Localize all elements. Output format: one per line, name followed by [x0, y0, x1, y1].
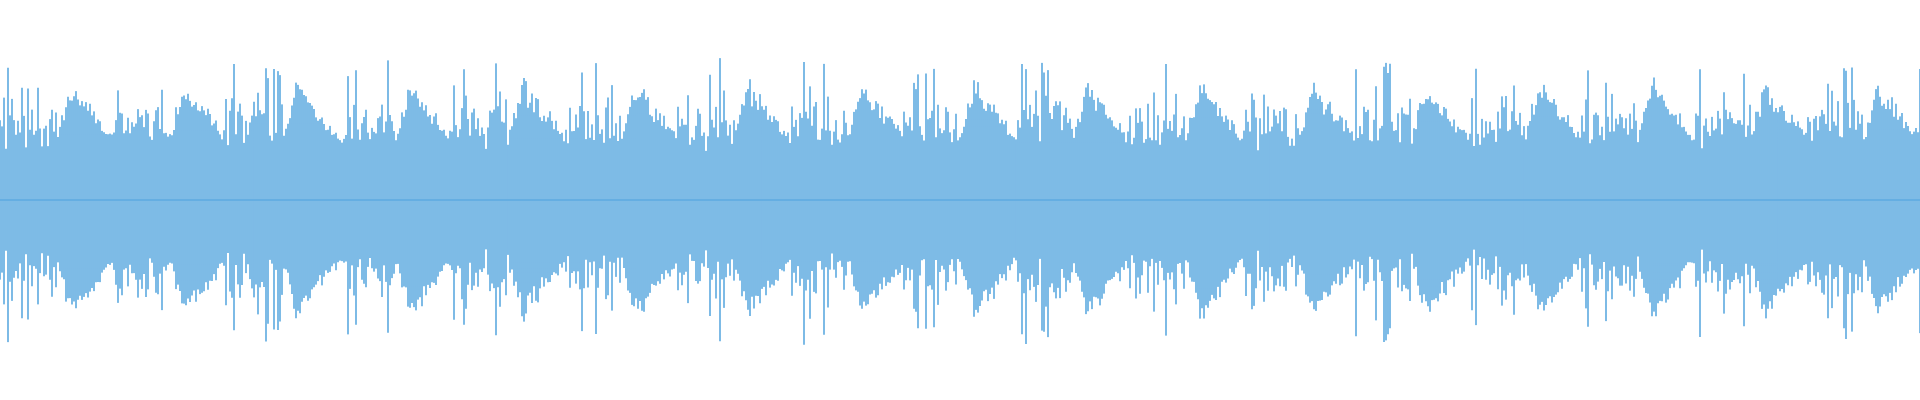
waveform-bars: [0, 58, 1920, 345]
